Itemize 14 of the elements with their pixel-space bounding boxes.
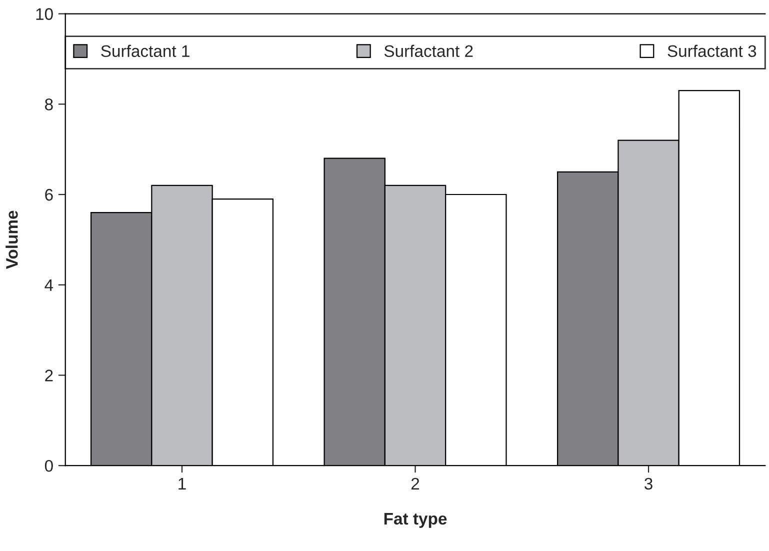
y-axis-title: Volume	[6, 210, 18, 270]
y-tick-label: 4	[44, 279, 54, 291]
y-tick-label: 6	[45, 188, 53, 201]
y-tick-label: 10	[36, 8, 53, 20]
x-tick-label: 1	[178, 478, 186, 490]
x-tick-label: 3	[644, 478, 652, 490]
y-tick-label: 8	[45, 98, 53, 110]
y-tick-label: 0	[44, 460, 53, 472]
x-tick-label: 2	[411, 478, 420, 490]
legend-label: Surfactant 1	[101, 44, 190, 58]
x-axis-title: Fat type	[384, 512, 447, 528]
y-tick-label: 2	[45, 370, 53, 382]
legend-label: Surfactant 2	[384, 44, 473, 58]
legend-label: Surfactant 3	[668, 44, 756, 58]
